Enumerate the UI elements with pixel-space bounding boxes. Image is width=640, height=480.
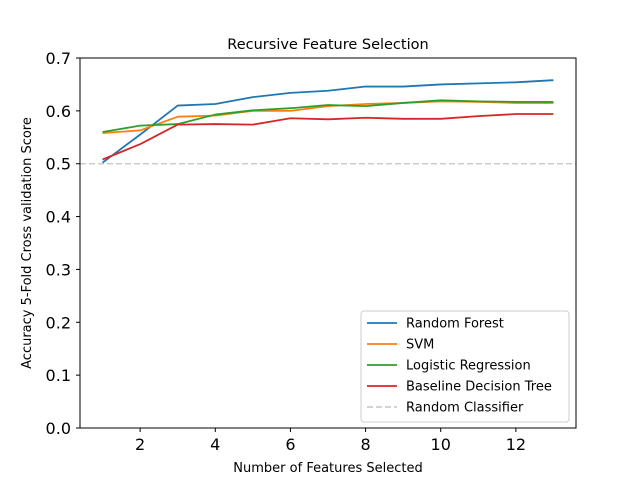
x-tick-label: 6 (285, 435, 295, 454)
legend-label: Logistic Regression (406, 359, 531, 374)
legend-label: Random Forest (406, 317, 504, 332)
legend-label: Random Classifier (406, 401, 524, 416)
x-axis: 2 4 6 8 10 12 (135, 428, 526, 454)
chart-title: Recursive Feature Selection (227, 37, 428, 53)
x-axis-label: Number of Features Selected (233, 461, 422, 476)
y-axis: 0.0 0.1 0.2 0.3 0.4 0.5 0.6 0.7 (46, 49, 80, 438)
y-tick-label: 0.3 (46, 260, 71, 279)
series-line-0 (102, 79, 554, 164)
x-tick-label: 8 (360, 435, 370, 454)
series-line-3 (102, 113, 554, 161)
x-tick-label: 2 (135, 435, 145, 454)
y-tick-label: 0.6 (46, 102, 71, 121)
x-tick-label: 10 (431, 435, 451, 454)
x-tick-label: 4 (210, 435, 220, 454)
y-axis-label: Accuracy 5-Fold Cross validation Score (20, 117, 35, 369)
y-tick-label: 0.5 (46, 155, 71, 174)
legend-label: SVM (406, 338, 434, 353)
x-tick-label: 12 (506, 435, 526, 454)
series-group (102, 79, 554, 164)
plot-frame (79, 57, 577, 429)
y-tick-label: 0.1 (46, 366, 71, 385)
legend: Random Forest SVM Logistic Regression Basel… (360, 310, 570, 423)
legend-box (360, 310, 570, 423)
legend-label: Baseline Decision Tree (406, 380, 552, 395)
y-tick-label: 0.7 (46, 49, 71, 68)
y-tick-label: 0.0 (46, 419, 71, 438)
y-tick-label: 0.4 (46, 208, 71, 227)
y-tick-label: 0.2 (46, 313, 71, 332)
